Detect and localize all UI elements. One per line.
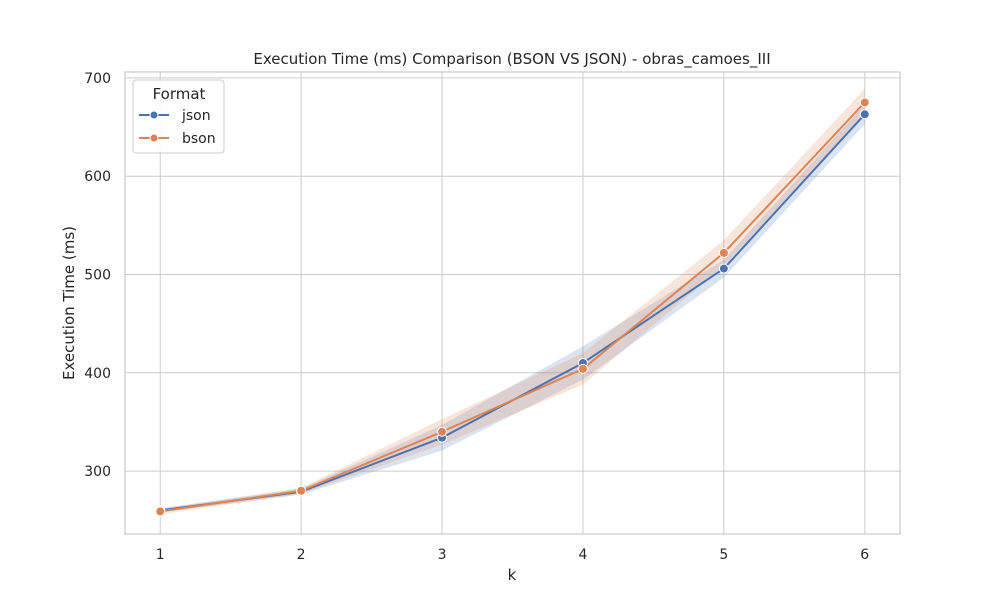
y-tick-label: 300 <box>84 464 111 480</box>
plot-area <box>125 72 900 534</box>
y-tick-label: 700 <box>84 71 111 87</box>
bson-legend-label: bson <box>182 131 216 147</box>
chart-title: Execution Time (ms) Comparison (BSON VS … <box>253 50 770 69</box>
y-axis-label: Execution Time (ms) <box>60 226 78 380</box>
y-tick-label: 400 <box>84 366 111 382</box>
x-tick-label: 6 <box>860 547 869 563</box>
legend-title: Format <box>153 85 206 103</box>
bson-point <box>155 506 166 517</box>
series-lines <box>160 101 866 513</box>
json-legend-label: json <box>181 108 211 124</box>
y-tick-label: 600 <box>84 169 111 185</box>
x-axis-label: k <box>508 566 517 584</box>
legend: Format json bson <box>132 79 225 154</box>
x-tick-label: 5 <box>719 547 728 563</box>
bson-point <box>718 247 729 258</box>
plot-frame <box>124 71 901 535</box>
x-tick-label: 3 <box>438 547 447 563</box>
bson-point <box>437 426 448 437</box>
bson-line <box>160 101 866 513</box>
bson-legend-marker <box>149 133 159 143</box>
bson-point <box>859 97 870 108</box>
x-tick-label: 2 <box>297 547 306 563</box>
x-tick-label: 1 <box>156 547 165 563</box>
bson-point <box>577 363 588 374</box>
series-points <box>155 97 870 517</box>
y-tick-label: 500 <box>84 267 111 283</box>
json-legend-marker <box>149 110 159 120</box>
tick-labels: 1 2 3 4 5 6 300 400 500 600 700 <box>84 71 869 563</box>
legend-entries: json bson <box>139 108 216 147</box>
json-point <box>718 263 729 274</box>
x-tick-label: 4 <box>578 547 587 563</box>
bson-point <box>296 485 307 496</box>
json-point <box>859 109 870 120</box>
grid <box>125 72 900 534</box>
